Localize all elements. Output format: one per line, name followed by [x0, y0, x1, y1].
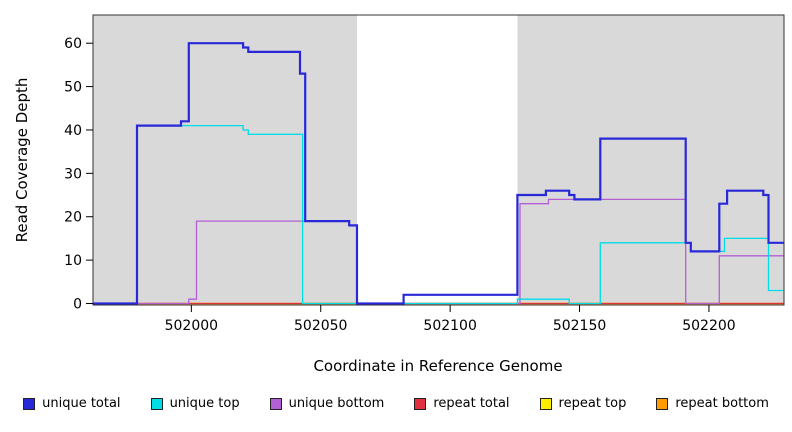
legend-label: repeat top	[558, 396, 627, 411]
y-tick-label: 0	[73, 297, 82, 313]
legend-item-unique-top: unique top	[150, 396, 240, 411]
legend-item-repeat-bottom: repeat bottom	[656, 396, 769, 411]
x-tick-label: 502000	[165, 318, 218, 334]
chart-canvas: 0 10 20 30 40 50 60 502000 502050 502100 502150 502…	[13, 14, 785, 375]
legend-swatch-unique-bottom	[269, 397, 282, 410]
highlight-band	[356, 15, 518, 305]
y-tick-label: 10	[64, 253, 82, 269]
legend-label: unique bottom	[288, 396, 385, 411]
legend-swatch-unique-total	[23, 397, 36, 410]
legend-label: unique total	[42, 396, 121, 411]
legend-item-repeat-total: repeat total	[414, 396, 510, 411]
legend-item-unique-bottom: unique bottom	[269, 396, 385, 411]
series-unique-top	[93, 124, 784, 305]
legend-item-repeat-top: repeat top	[539, 396, 627, 411]
legend-swatch-repeat-top	[539, 397, 552, 410]
x-tick-label: 502150	[553, 318, 606, 334]
y-tick-label: 50	[64, 80, 82, 96]
x-tick-label: 502100	[423, 318, 476, 334]
y-axis-title: Read Coverage Depth	[13, 78, 31, 243]
y-tick-label: 60	[64, 36, 82, 52]
y-tick-label: 30	[64, 166, 82, 182]
x-axis-title: Coordinate in Reference Genome	[313, 357, 562, 375]
legend-label: unique top	[169, 396, 240, 411]
series-unique-total	[93, 42, 784, 305]
legend-swatch-repeat-bottom	[656, 397, 669, 410]
legend-label: repeat bottom	[675, 396, 769, 411]
plot-border	[92, 14, 785, 306]
legend-item-unique-total: unique total	[23, 396, 121, 411]
chart-legend: unique total unique top unique bottom repea…	[0, 396, 792, 411]
y-tick-label: 20	[64, 210, 82, 226]
x-tick-label: 502050	[294, 318, 347, 334]
legend-swatch-unique-top	[150, 397, 163, 410]
plot-layers: 0 10 20 30 40 50 60 502000 502050 502100 502150 502…	[64, 14, 785, 334]
legend-swatch-repeat-total	[414, 397, 427, 410]
y-tick-label: 40	[64, 123, 82, 139]
x-tick-label: 502200	[682, 318, 735, 334]
legend-label: repeat total	[433, 396, 510, 411]
